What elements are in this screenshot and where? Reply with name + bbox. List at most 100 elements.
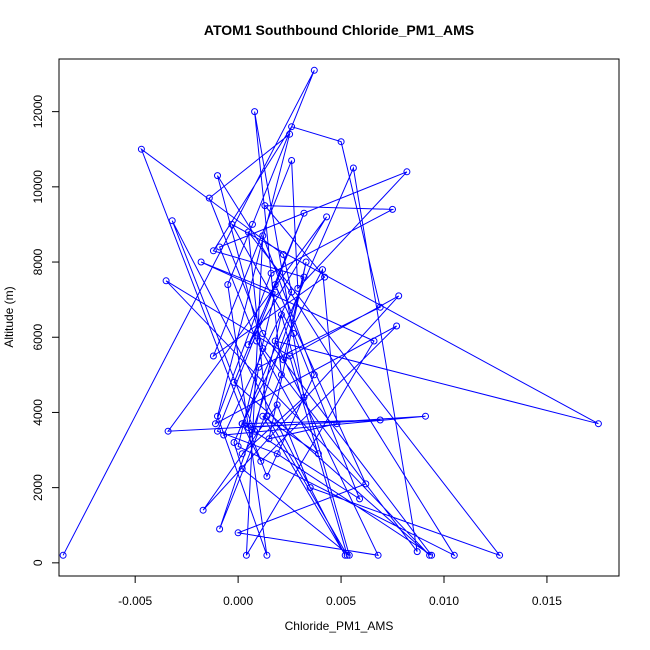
data-point (164, 427, 172, 435)
chart-title: ATOM1 Southbound Chloride_PM1_AMS (204, 22, 474, 38)
data-point (214, 412, 221, 420)
data-point (214, 427, 221, 435)
y-axis-label: Altitude (m) (2, 286, 16, 347)
data-point (496, 551, 504, 559)
data-point (374, 551, 382, 559)
x-tick-label: -0.005 (118, 594, 152, 608)
data-point (271, 337, 279, 345)
data-point (300, 209, 308, 217)
x-axis: -0.005 0.000 0.005 0.010 0.015 (118, 575, 562, 608)
data-point (257, 457, 265, 465)
data-point (343, 551, 351, 559)
data-point (234, 442, 242, 450)
data-point (290, 330, 298, 337)
data-point (345, 551, 353, 559)
data-point (263, 551, 271, 559)
data-point (428, 551, 436, 559)
data-point (244, 341, 252, 349)
y-tick-label: 4000 (31, 399, 45, 426)
data-point (205, 194, 213, 202)
data-point (238, 450, 246, 458)
data-point (244, 424, 252, 431)
data-point (403, 168, 411, 176)
data-point (422, 412, 429, 420)
data-point (249, 220, 256, 228)
data-point (413, 548, 421, 556)
data-point (261, 202, 269, 210)
data-point (59, 551, 67, 559)
data-point (389, 205, 396, 213)
data-point (321, 273, 329, 281)
data-point (242, 551, 250, 559)
x-tick-label: 0.015 (532, 594, 562, 608)
data-point (263, 412, 271, 420)
data-point (271, 281, 279, 289)
data-point (199, 506, 207, 514)
data-point (267, 269, 275, 277)
data-point (228, 220, 236, 228)
data-point (426, 551, 434, 559)
data-point (310, 66, 318, 74)
data-point (277, 371, 285, 379)
x-tick-label: 0.010 (429, 594, 459, 608)
data-point (279, 251, 287, 258)
series-layer (59, 66, 602, 559)
data-point (286, 352, 294, 360)
data-point (162, 277, 170, 285)
data-point (294, 284, 302, 292)
data-point (300, 393, 308, 401)
data-point (259, 232, 267, 240)
y-tick-label: 8000 (31, 248, 45, 275)
data-point (251, 427, 259, 435)
data-point (216, 243, 224, 251)
data-point (314, 450, 322, 458)
y-tick-label: 2000 (31, 474, 45, 501)
data-point (273, 401, 281, 409)
y-tick-label: 0 (31, 559, 45, 566)
data-point (168, 217, 176, 225)
data-point (216, 525, 224, 533)
data-point (319, 266, 326, 274)
data-point (302, 258, 310, 266)
data-point (594, 420, 602, 428)
data-point (259, 412, 267, 420)
data-point (376, 303, 384, 311)
y-tick-label: 6000 (31, 324, 45, 351)
data-point (197, 258, 205, 266)
data-point (310, 371, 318, 379)
data-point (137, 145, 145, 153)
data-point (337, 138, 345, 146)
data-point (370, 337, 378, 345)
y-tick-label: 12000 (31, 95, 45, 129)
data-point (234, 529, 242, 537)
data-point (209, 352, 217, 360)
data-point (341, 551, 349, 559)
data-point (214, 172, 221, 180)
plot-frame (58, 58, 620, 577)
data-point (300, 273, 308, 281)
series-line (62, 70, 599, 557)
data-point (224, 281, 232, 289)
data-point (263, 472, 271, 480)
data-point (395, 292, 403, 300)
data-point (288, 288, 296, 296)
data-point (277, 311, 285, 319)
data-point (286, 130, 294, 138)
data-point (271, 288, 279, 296)
data-point (212, 420, 219, 428)
data-point (253, 337, 261, 345)
x-axis-label: Chloride_PM1_AMS (285, 619, 394, 633)
data-point (238, 465, 246, 473)
data-point (288, 157, 296, 164)
data-point (306, 484, 314, 492)
data-point (273, 450, 281, 458)
data-point (238, 420, 246, 428)
data-point (220, 431, 228, 439)
data-point (376, 416, 384, 424)
data-point (230, 378, 238, 386)
data-point (244, 228, 252, 236)
data-point (362, 480, 370, 488)
x-tick-label: 0.005 (326, 594, 356, 608)
y-tick-label: 10000 (31, 170, 45, 204)
